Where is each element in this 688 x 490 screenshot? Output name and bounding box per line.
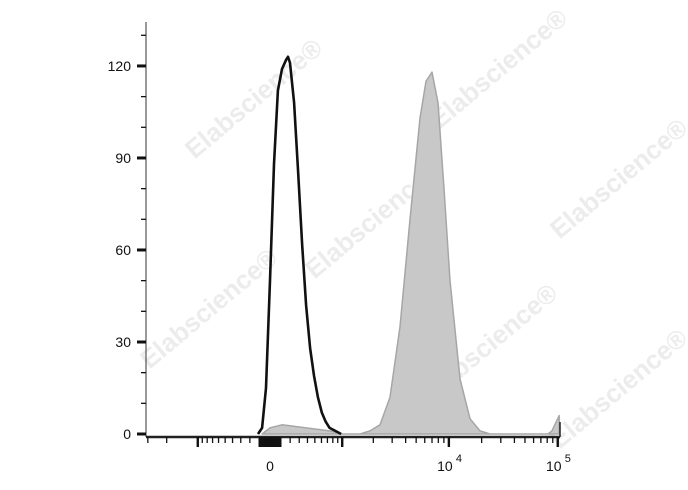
filled-histogram-series — [261, 71, 560, 435]
watermark-logo: Elabscience® — [424, 2, 573, 134]
series-layer — [256, 55, 560, 436]
watermark-logo: Elabscience® — [134, 242, 283, 374]
y-tick-label: 90 — [115, 150, 131, 166]
watermark-logo: Elabscience® — [179, 32, 328, 164]
y-tick-label: 120 — [108, 58, 132, 74]
y-tick-label: 30 — [115, 334, 131, 350]
x-tick-label: 10 — [546, 458, 562, 474]
watermark-logo: Elabscience® — [544, 322, 688, 454]
x-tick-label: 0 — [266, 458, 274, 474]
outline-histogram-series — [256, 55, 342, 436]
watermark-logo: Elabscience® — [544, 112, 688, 244]
x-tick-exponent: 5 — [565, 453, 571, 465]
y-tick-label: 60 — [115, 242, 131, 258]
x-tick-label: 10 — [437, 458, 453, 474]
y-tick-label: 0 — [123, 426, 131, 442]
x-tick-exponent: 4 — [456, 453, 462, 465]
